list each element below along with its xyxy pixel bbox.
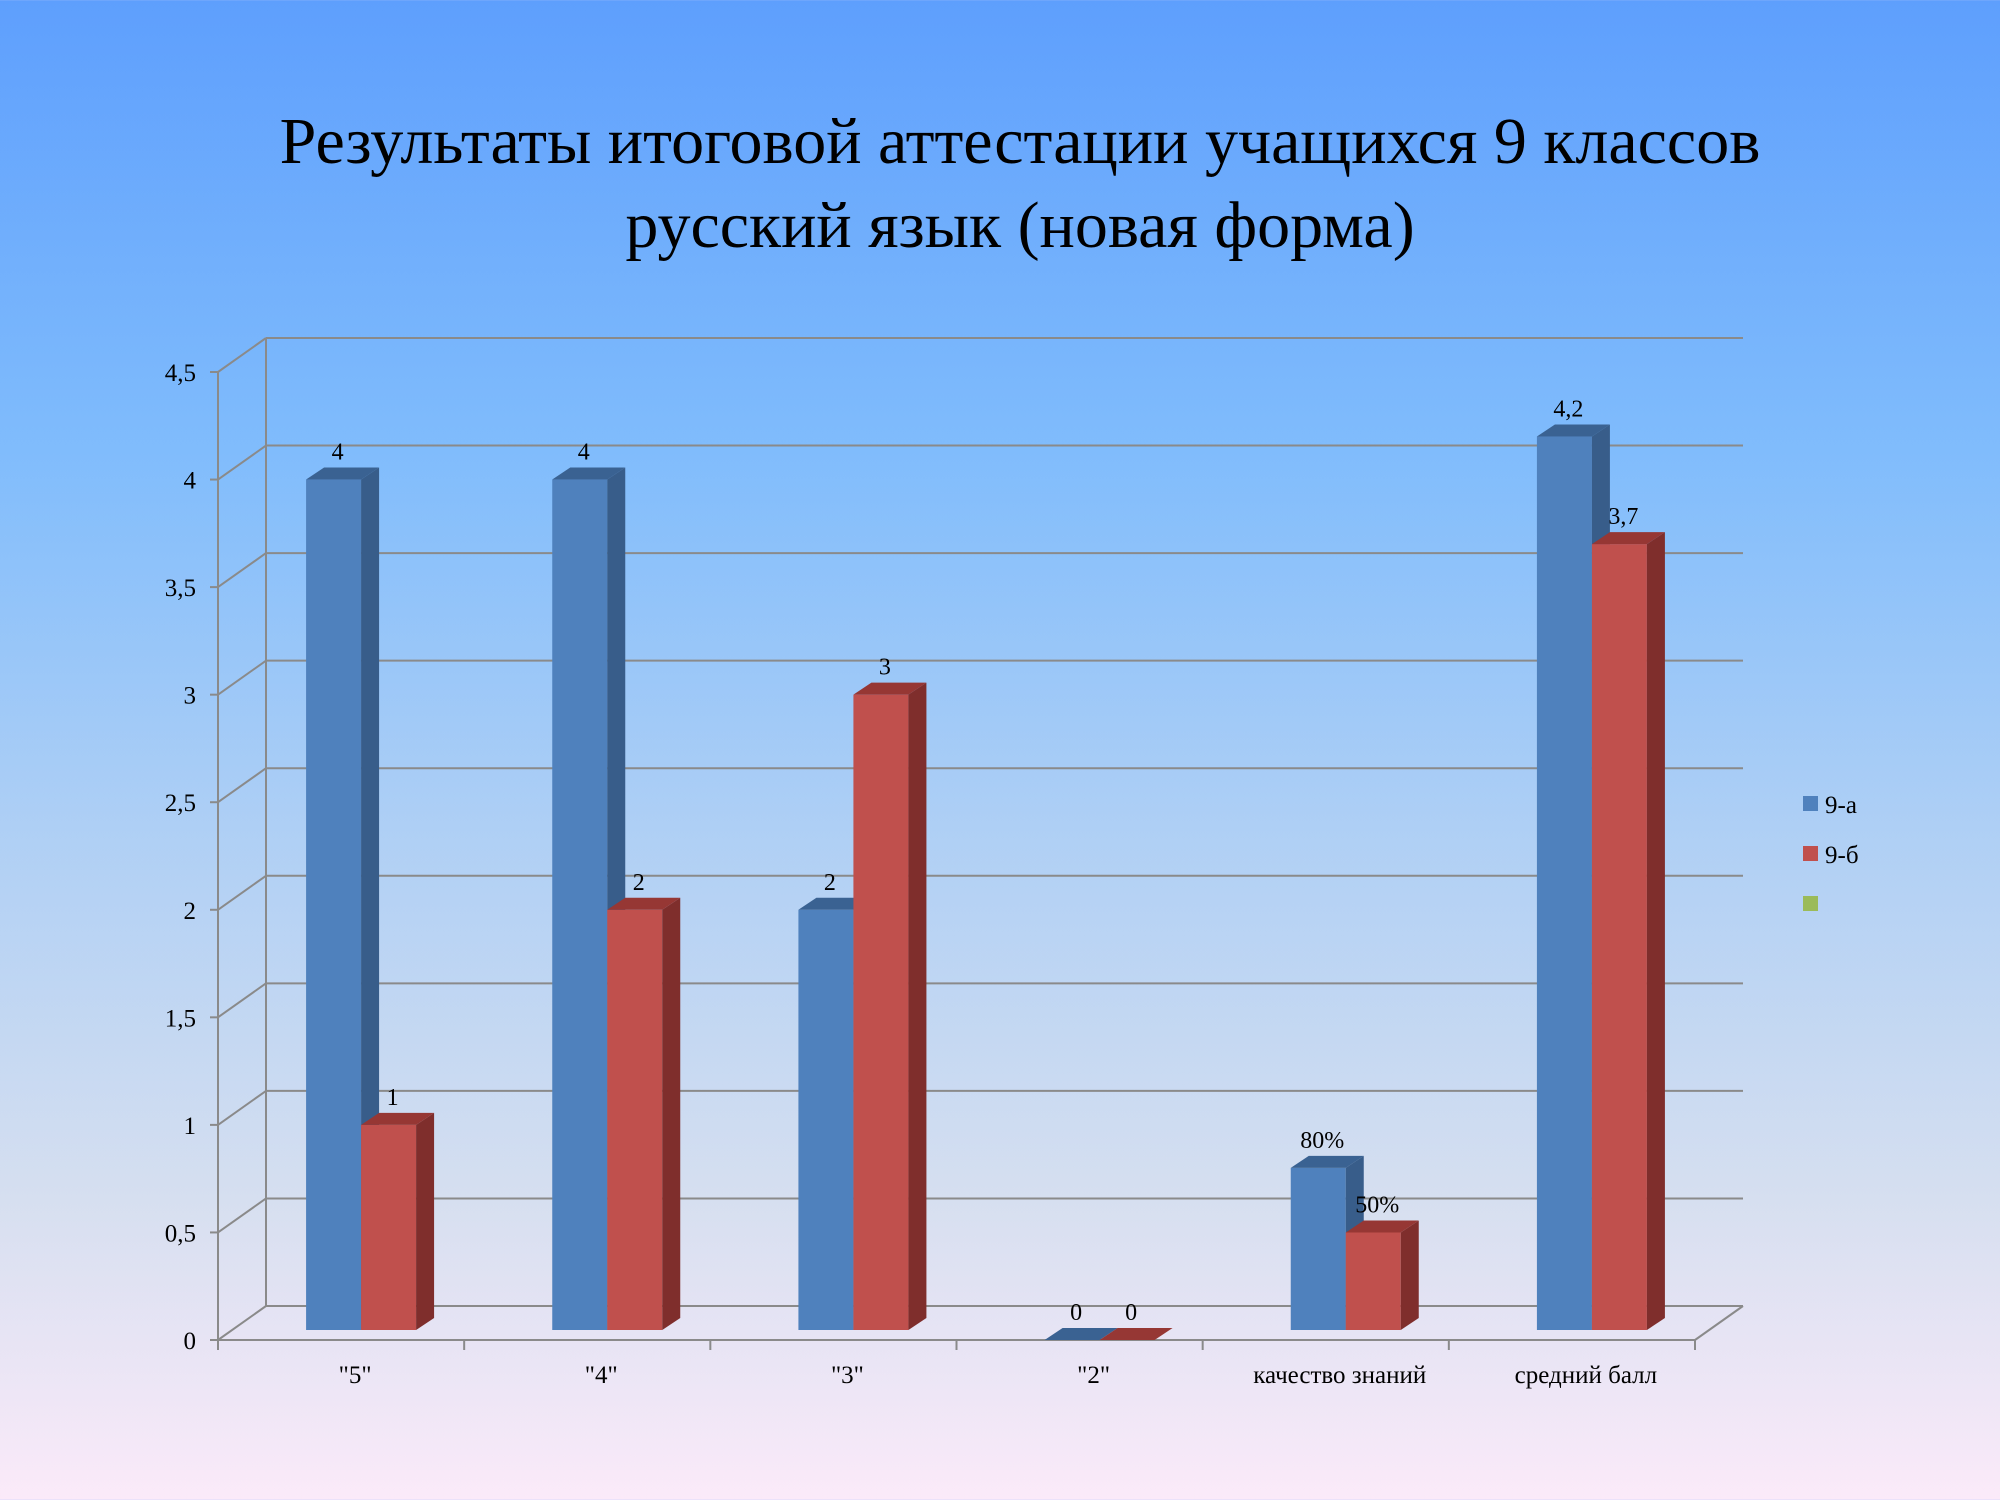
- bars: [306, 424, 1665, 1340]
- category-label: качество знаний: [1253, 1362, 1426, 1389]
- bar-top: [1536, 424, 1610, 437]
- y-tick-label: 3: [184, 683, 197, 710]
- bar-front: [361, 1124, 417, 1330]
- y-tick-label: 0,5: [165, 1220, 196, 1247]
- bar-side: [1400, 1220, 1419, 1330]
- category-labels: "5" "4" "3" "2" качество знаний средний балл: [339, 1362, 1658, 1389]
- bar-front: [306, 479, 362, 1330]
- legend-item: 9-а: [1803, 792, 1857, 819]
- y-tick-label: 1: [184, 1113, 197, 1140]
- bar: [1591, 532, 1665, 1330]
- data-label: 0: [1125, 1300, 1137, 1326]
- bar-top: [853, 682, 927, 695]
- y-tick-label: 4: [184, 468, 197, 495]
- bar-front: [798, 909, 854, 1330]
- data-label: 0: [1070, 1300, 1082, 1326]
- legend-item: [1803, 896, 1818, 911]
- gridlines: [217, 337, 1743, 1341]
- bar-front: [607, 909, 663, 1330]
- legend-swatch: [1803, 896, 1818, 911]
- legend-swatch: [1803, 796, 1818, 811]
- chart-title-line-2: русский язык (новая форма): [625, 189, 1415, 262]
- bar-top: [798, 897, 872, 910]
- bar: [607, 897, 681, 1330]
- chart-title-line-1: Результаты итоговой аттестации учащихся …: [279, 105, 1761, 178]
- gridline-side: [217, 337, 267, 373]
- legend-swatch: [1803, 846, 1818, 861]
- category-label: "3": [831, 1362, 864, 1389]
- category-label: "4": [585, 1362, 618, 1389]
- data-labels: 4 4 2 0 80% 4,2 1 2 3 0 50% 3,7: [332, 397, 1639, 1326]
- y-axis-ticks: 0 0,5 1 1,5 2 2,5 3 3,5 4 4,5: [165, 360, 218, 1355]
- bar: [1345, 1220, 1419, 1330]
- gridline-side: [217, 444, 267, 481]
- bar-top: [1591, 532, 1665, 545]
- bar: [361, 1112, 435, 1330]
- gridline-side: [217, 659, 267, 696]
- x-axis-side: [1694, 1305, 1744, 1341]
- axes: [217, 338, 1744, 1350]
- data-label: 3,7: [1608, 504, 1638, 530]
- bar-side: [1646, 532, 1665, 1330]
- bar-side: [662, 897, 681, 1330]
- bar-top: [306, 467, 380, 480]
- data-label: 3: [879, 655, 891, 681]
- data-label: 4: [578, 440, 590, 466]
- bar-side: [908, 682, 927, 1330]
- data-label: 2: [633, 870, 645, 896]
- data-label: 4: [332, 440, 344, 466]
- gridline-side: [217, 767, 267, 804]
- category-label: "2": [1077, 1362, 1110, 1389]
- gridline-side: [217, 1197, 267, 1234]
- bar-front: [552, 479, 608, 1330]
- bar-side: [361, 467, 380, 1330]
- gridline-side: [217, 982, 267, 1019]
- bar: [1099, 1328, 1173, 1340]
- legend: 9-а 9-б: [1803, 792, 1859, 911]
- bar-top: [552, 467, 626, 480]
- gridline-side: [217, 552, 267, 588]
- bar-top: [1099, 1328, 1173, 1340]
- legend-label: 9-б: [1825, 842, 1859, 869]
- legend-item: 9-б: [1803, 842, 1859, 869]
- gridline-side: [217, 1305, 267, 1341]
- bar-top: [607, 897, 681, 910]
- y-tick-label: 2: [184, 898, 197, 925]
- gridline-side: [217, 1090, 267, 1126]
- bar-front: [853, 694, 909, 1330]
- bar-top: [1290, 1155, 1364, 1168]
- data-label: 1: [387, 1085, 399, 1111]
- bar-side: [416, 1112, 435, 1330]
- bar-top: [1345, 1220, 1419, 1233]
- y-tick-label: 4,5: [165, 360, 196, 387]
- bar-front: [1591, 544, 1647, 1330]
- bar: [1044, 1328, 1118, 1340]
- bar-top: [1044, 1328, 1118, 1340]
- y-tick-label: 0: [184, 1328, 197, 1355]
- bar-front: [1345, 1232, 1401, 1330]
- data-label: 4,2: [1553, 397, 1583, 423]
- chart-title: Результаты итоговой аттестации учащихся …: [0, 100, 2000, 268]
- data-label: 80%: [1300, 1128, 1344, 1154]
- legend-label: 9-а: [1825, 792, 1857, 819]
- data-label: 2: [824, 870, 836, 896]
- y-tick-label: 3,5: [165, 575, 196, 602]
- y-tick-label: 1,5: [165, 1005, 196, 1032]
- y-tick-label: 2,5: [165, 790, 196, 817]
- bar-front: [1290, 1167, 1346, 1330]
- category-label: средний балл: [1515, 1362, 1657, 1389]
- category-label: "5": [339, 1362, 372, 1389]
- bar-top: [361, 1112, 435, 1125]
- data-label: 50%: [1355, 1192, 1399, 1218]
- bar-front: [1536, 436, 1592, 1330]
- bar: [306, 467, 380, 1330]
- gridline-side: [217, 874, 267, 911]
- bar: [853, 682, 927, 1330]
